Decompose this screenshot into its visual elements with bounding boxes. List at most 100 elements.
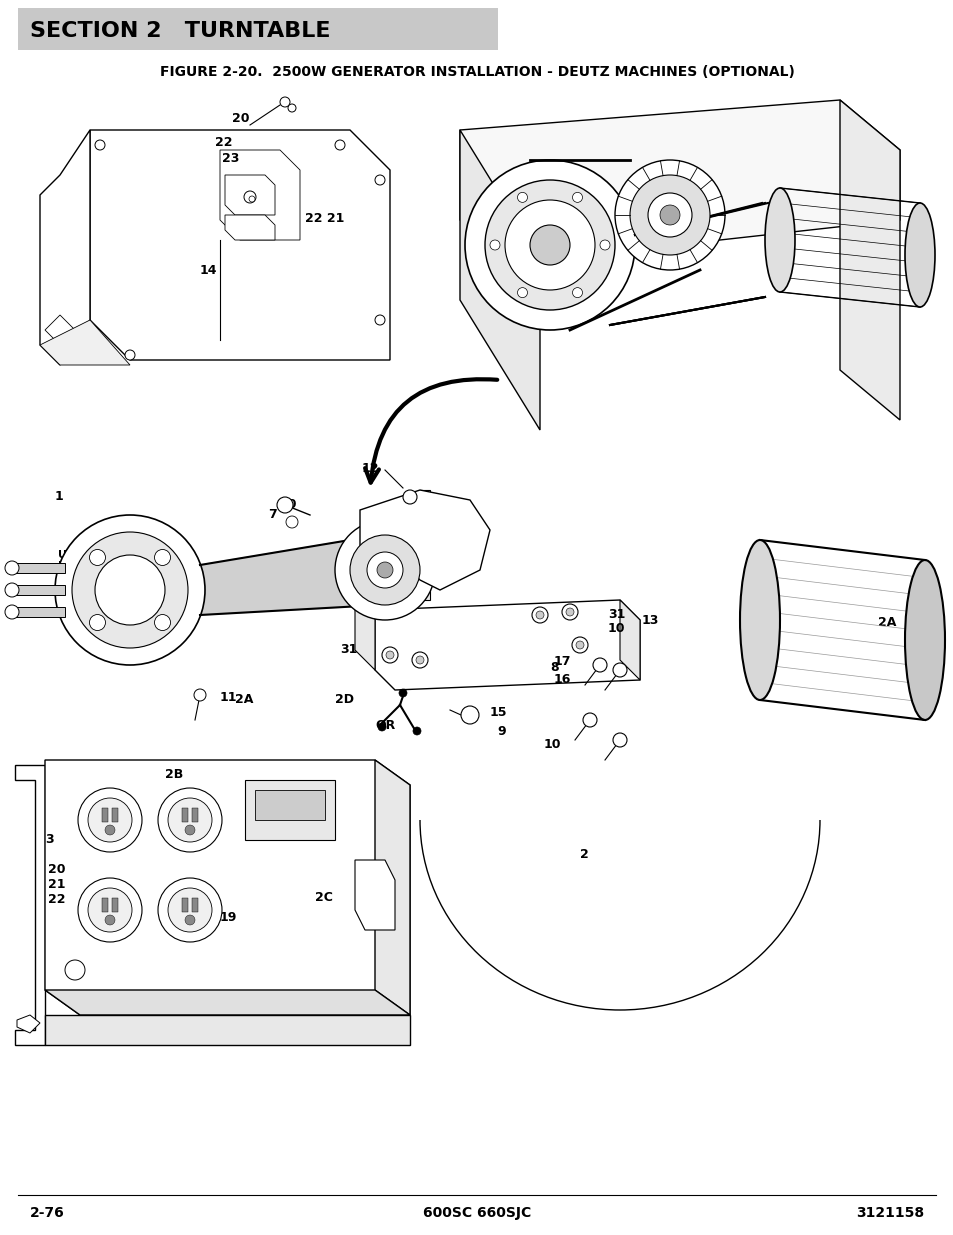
Circle shape	[565, 608, 574, 616]
Circle shape	[381, 647, 397, 663]
Circle shape	[5, 605, 19, 619]
Circle shape	[413, 727, 420, 735]
Circle shape	[88, 798, 132, 842]
Circle shape	[647, 193, 691, 237]
Polygon shape	[459, 130, 539, 430]
Polygon shape	[220, 149, 299, 240]
Text: 10: 10	[543, 739, 561, 752]
Polygon shape	[102, 808, 108, 823]
Polygon shape	[619, 600, 639, 680]
Polygon shape	[102, 898, 108, 911]
Polygon shape	[225, 175, 274, 215]
Circle shape	[95, 140, 105, 149]
Polygon shape	[15, 563, 65, 573]
Circle shape	[416, 656, 423, 664]
Text: USE
EXISTING
HARDWARE
WITH
ITEM 8: USE EXISTING HARDWARE WITH ITEM 8	[58, 550, 130, 606]
Circle shape	[572, 288, 582, 298]
Circle shape	[530, 225, 569, 266]
Circle shape	[504, 200, 595, 290]
Polygon shape	[15, 764, 45, 1045]
Text: 11: 11	[220, 692, 237, 704]
Text: 22: 22	[214, 136, 233, 148]
Text: 20: 20	[232, 111, 250, 125]
Polygon shape	[90, 130, 390, 359]
Circle shape	[536, 611, 543, 619]
Circle shape	[88, 888, 132, 932]
Text: 600SC 660SJC: 600SC 660SJC	[422, 1207, 531, 1220]
Circle shape	[398, 689, 407, 697]
Text: 16: 16	[554, 673, 571, 687]
Polygon shape	[459, 100, 899, 261]
Circle shape	[185, 915, 194, 925]
Circle shape	[599, 240, 609, 249]
Circle shape	[490, 240, 499, 249]
Bar	[18, 7, 497, 49]
Polygon shape	[45, 760, 410, 1015]
Text: 10: 10	[607, 621, 625, 635]
Circle shape	[572, 193, 582, 203]
Polygon shape	[254, 790, 325, 820]
Polygon shape	[355, 860, 395, 930]
Circle shape	[613, 734, 626, 747]
Polygon shape	[40, 320, 130, 366]
Text: 2A: 2A	[234, 694, 253, 706]
Text: 5: 5	[192, 600, 200, 614]
Text: 23: 23	[222, 152, 239, 164]
Circle shape	[65, 960, 85, 981]
Circle shape	[5, 561, 19, 576]
Circle shape	[402, 490, 416, 504]
Text: 14: 14	[200, 263, 217, 277]
Polygon shape	[355, 590, 375, 671]
Ellipse shape	[904, 203, 934, 308]
Circle shape	[377, 722, 386, 731]
Circle shape	[386, 651, 394, 659]
Polygon shape	[419, 490, 430, 600]
Text: 2-76: 2-76	[30, 1207, 65, 1220]
Circle shape	[286, 516, 297, 529]
Circle shape	[613, 663, 626, 677]
Circle shape	[572, 637, 587, 653]
Polygon shape	[45, 990, 410, 1015]
Circle shape	[367, 552, 402, 588]
Text: 12: 12	[361, 462, 379, 475]
Circle shape	[168, 798, 212, 842]
Polygon shape	[375, 760, 410, 1015]
Circle shape	[288, 104, 295, 112]
Circle shape	[55, 515, 205, 664]
Text: 31: 31	[607, 608, 625, 620]
Circle shape	[95, 555, 165, 625]
Polygon shape	[112, 808, 118, 823]
Circle shape	[464, 161, 635, 330]
Circle shape	[582, 713, 597, 727]
Circle shape	[168, 888, 212, 932]
Ellipse shape	[904, 559, 944, 720]
Circle shape	[185, 825, 194, 835]
Text: 7: 7	[268, 508, 276, 520]
Polygon shape	[359, 490, 490, 590]
Circle shape	[517, 288, 527, 298]
Text: 9: 9	[497, 725, 505, 739]
Circle shape	[105, 915, 115, 925]
Text: 22: 22	[48, 893, 66, 906]
Circle shape	[517, 193, 527, 203]
Circle shape	[193, 689, 206, 701]
Polygon shape	[192, 898, 198, 911]
Circle shape	[412, 652, 428, 668]
Text: 20: 20	[48, 863, 66, 877]
Polygon shape	[225, 215, 274, 240]
Circle shape	[90, 550, 106, 566]
Polygon shape	[40, 130, 90, 366]
Polygon shape	[245, 781, 335, 840]
Polygon shape	[112, 898, 118, 911]
Text: 15: 15	[490, 706, 507, 720]
Text: 2: 2	[579, 848, 588, 862]
Text: 8: 8	[550, 662, 558, 674]
FancyArrowPatch shape	[365, 379, 497, 483]
Circle shape	[244, 191, 255, 203]
Text: SECTION 2   TURNTABLE: SECTION 2 TURNTABLE	[30, 21, 330, 41]
Circle shape	[105, 825, 115, 835]
Polygon shape	[375, 600, 639, 690]
Text: OR: OR	[375, 720, 395, 732]
Circle shape	[532, 606, 547, 622]
Polygon shape	[45, 315, 75, 345]
